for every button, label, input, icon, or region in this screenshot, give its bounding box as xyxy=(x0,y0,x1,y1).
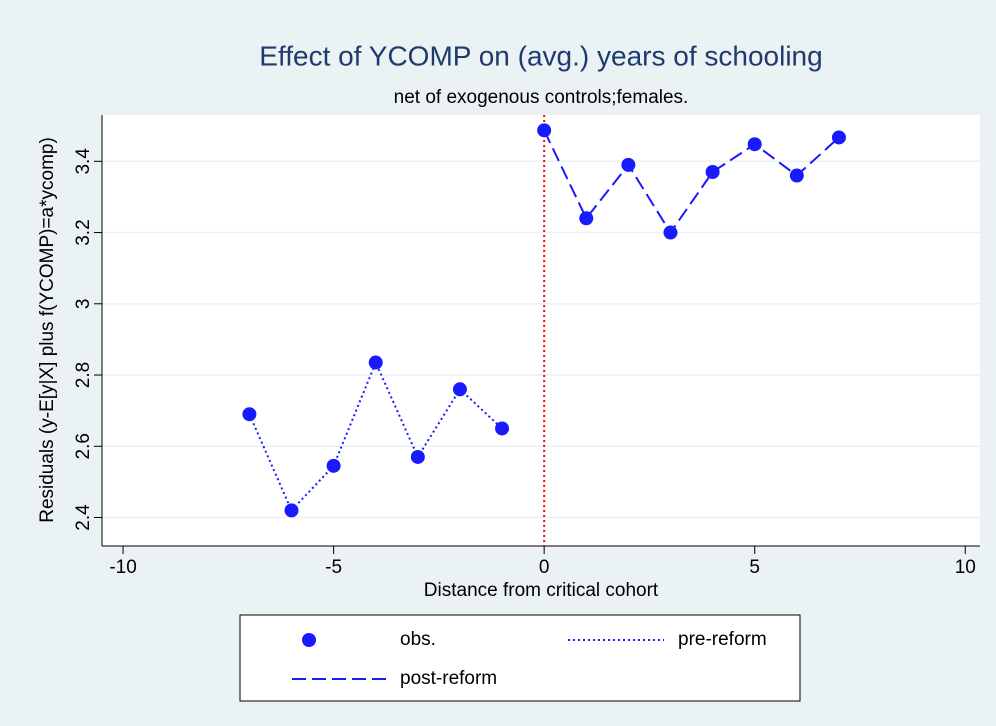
legend-marker xyxy=(302,633,316,647)
x-tick-label: -5 xyxy=(325,557,342,578)
y-tick-label: 3.4 xyxy=(73,148,94,175)
x-tick-label: -10 xyxy=(109,557,136,578)
legend-label: post-reform xyxy=(400,668,497,689)
x-tick-label: 0 xyxy=(539,557,550,578)
chart-title: Effect of YCOMP on (avg.) years of schoo… xyxy=(259,40,822,71)
data-point xyxy=(284,503,299,518)
data-point xyxy=(495,421,510,436)
y-tick-label: 2.8 xyxy=(73,362,94,388)
x-tick-label: 5 xyxy=(749,557,760,578)
series-line xyxy=(543,129,840,235)
y-tick-label: 2.6 xyxy=(73,433,94,459)
plot-area xyxy=(102,115,980,546)
chart-subtitle: net of exogenous controls;females. xyxy=(394,87,689,108)
x-axis-title: Distance from critical cohort xyxy=(424,580,659,601)
data-point xyxy=(368,355,383,370)
y-tick-label: 3 xyxy=(73,298,94,309)
series-line xyxy=(248,360,503,513)
legend-label: obs. xyxy=(400,629,436,650)
data-point xyxy=(705,164,720,179)
legend-label: pre-reform xyxy=(678,629,767,650)
y-tick-label: 3.2 xyxy=(73,219,94,245)
y-axis-title: Residuals (y-E[y|X] plus f(YCOMP)=a*ycom… xyxy=(37,137,58,523)
y-tick-label: 2.4 xyxy=(73,504,94,531)
x-tick-label: 10 xyxy=(955,557,976,578)
legend xyxy=(239,614,801,702)
